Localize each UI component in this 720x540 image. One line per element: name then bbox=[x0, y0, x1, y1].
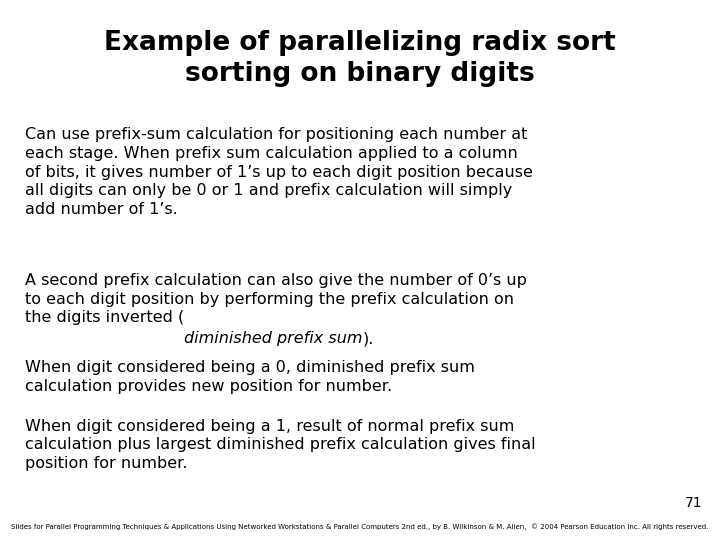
Text: A second prefix calculation can also give the number of 0’s up
to each digit pos: A second prefix calculation can also giv… bbox=[25, 273, 527, 326]
Text: When digit considered being a 0, diminished prefix sum
calculation provides new : When digit considered being a 0, diminis… bbox=[25, 360, 475, 394]
Text: When digit considered being a 1, result of normal prefix sum
calculation plus la: When digit considered being a 1, result … bbox=[25, 418, 536, 471]
Text: 71: 71 bbox=[685, 496, 702, 510]
Text: ).: ). bbox=[363, 331, 374, 346]
Text: Example of parallelizing radix sort
sorting on binary digits: Example of parallelizing radix sort sort… bbox=[104, 30, 616, 87]
Text: Can use prefix-sum calculation for positioning each number at
each stage. When p: Can use prefix-sum calculation for posit… bbox=[25, 127, 533, 217]
Text: the digits inverted (: the digits inverted ( bbox=[25, 331, 184, 346]
Text: diminished prefix sum: diminished prefix sum bbox=[184, 331, 363, 346]
Text: Slides for Parallel Programming Techniques & Applications Using Networked Workst: Slides for Parallel Programming Techniqu… bbox=[12, 524, 708, 530]
